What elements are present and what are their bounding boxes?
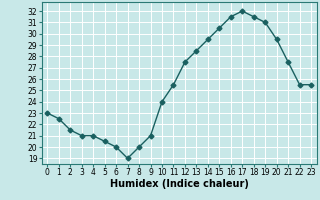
X-axis label: Humidex (Indice chaleur): Humidex (Indice chaleur)	[110, 179, 249, 189]
